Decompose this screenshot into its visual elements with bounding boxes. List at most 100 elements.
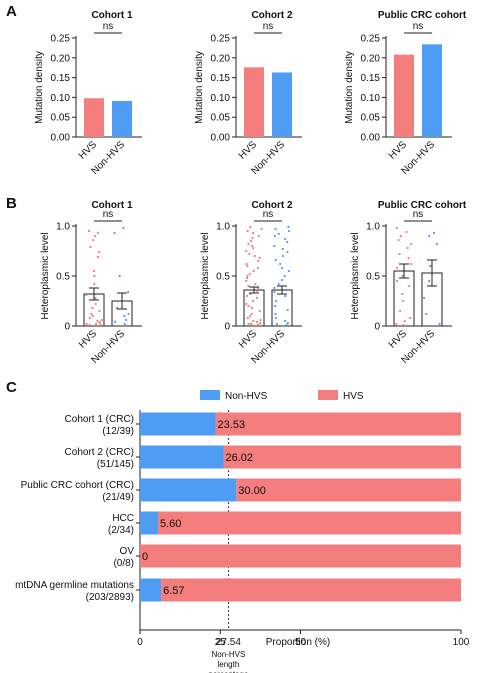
y-tick-label: 0.10 bbox=[361, 93, 381, 104]
reference-tick-label: 27.54 bbox=[216, 637, 241, 648]
data-point bbox=[245, 276, 249, 280]
data-point bbox=[273, 290, 276, 294]
bar-nonhvs bbox=[140, 412, 216, 436]
y-tick-label: 0.25 bbox=[211, 34, 231, 45]
data-point bbox=[281, 254, 285, 258]
bar-hvs bbox=[236, 478, 461, 502]
data-point bbox=[247, 242, 250, 246]
y-axis-label: Heteroplasmic level bbox=[350, 232, 361, 319]
data-point bbox=[402, 299, 405, 303]
value-label: 5.60 bbox=[160, 518, 181, 530]
x-tick-label: HVS bbox=[387, 139, 410, 162]
data-point bbox=[127, 312, 130, 316]
legend-swatch-hvs bbox=[318, 390, 338, 400]
bar-non-hvs bbox=[422, 44, 442, 137]
data-point bbox=[287, 225, 290, 229]
data-point bbox=[257, 234, 260, 238]
data-point bbox=[249, 239, 253, 243]
data-point bbox=[259, 318, 262, 322]
data-point bbox=[410, 262, 413, 266]
data-point bbox=[98, 321, 101, 325]
data-point bbox=[248, 314, 252, 318]
x-tick-label: 100 bbox=[453, 637, 470, 648]
data-point bbox=[248, 252, 251, 256]
value-label: 6.57 bbox=[163, 585, 184, 597]
y-tick-label: 0.20 bbox=[211, 53, 231, 64]
data-point bbox=[253, 254, 256, 258]
y-tick-label: 0.20 bbox=[361, 53, 381, 64]
reference-line-label: Non-HVS bbox=[212, 650, 246, 659]
y-axis-label: Heteroplasmic level bbox=[40, 232, 51, 319]
data-point bbox=[251, 323, 254, 327]
bar-nonhvs bbox=[140, 445, 224, 469]
significance-label: ns bbox=[413, 21, 424, 32]
chart-title: Cohort 2 bbox=[251, 200, 293, 211]
y-tick-label: 0.00 bbox=[51, 133, 71, 144]
reference-line-label: percentage bbox=[208, 670, 249, 673]
y-tick-label: 1.0 bbox=[366, 222, 380, 233]
category-label: Cohort 1 (CRC) bbox=[65, 414, 134, 425]
chart-title: Cohort 1 bbox=[91, 10, 133, 21]
data-point bbox=[247, 304, 250, 308]
data-point bbox=[91, 306, 94, 310]
data-point bbox=[246, 274, 249, 278]
data-point bbox=[284, 294, 287, 298]
data-point bbox=[98, 309, 101, 313]
data-point bbox=[258, 309, 261, 313]
y-tick-label: 0.25 bbox=[51, 34, 71, 45]
x-tick-label: 0 bbox=[137, 637, 143, 648]
data-point bbox=[274, 316, 278, 320]
data-point bbox=[258, 256, 261, 260]
data-point bbox=[91, 314, 94, 318]
category-count-label: (51/145) bbox=[97, 459, 134, 470]
data-point bbox=[246, 229, 249, 233]
data-point bbox=[273, 244, 276, 248]
data-point bbox=[93, 234, 97, 238]
y-tick-label: 0 bbox=[374, 322, 380, 333]
chart-title: Public CRC cohort bbox=[378, 200, 467, 211]
y-tick-label: 0.00 bbox=[361, 133, 381, 144]
y-tick-label: 0.05 bbox=[211, 113, 231, 124]
significance-label: ns bbox=[263, 209, 274, 220]
data-point bbox=[122, 226, 125, 230]
data-point bbox=[260, 227, 263, 231]
category-count-label: (2/34) bbox=[108, 525, 134, 536]
data-point bbox=[252, 319, 255, 323]
significance-label: ns bbox=[413, 209, 424, 220]
data-point bbox=[248, 272, 251, 276]
data-point bbox=[408, 284, 411, 288]
data-point bbox=[275, 322, 279, 326]
data-point bbox=[281, 247, 284, 251]
data-point bbox=[288, 229, 291, 233]
y-tick-label: 0.05 bbox=[51, 113, 71, 124]
y-tick-label: 0.10 bbox=[211, 93, 231, 104]
category-label: Cohort 2 (CRC) bbox=[65, 447, 134, 458]
y-tick-label: 1.0 bbox=[56, 222, 70, 233]
data-point bbox=[409, 242, 413, 246]
data-point bbox=[274, 227, 277, 231]
data-point bbox=[93, 274, 96, 278]
data-point bbox=[274, 312, 277, 316]
y-tick-label: 0.05 bbox=[361, 113, 381, 124]
y-tick-label: 0.15 bbox=[361, 73, 381, 84]
data-point bbox=[94, 296, 97, 300]
data-point bbox=[395, 322, 398, 326]
data-point bbox=[406, 246, 409, 250]
data-point bbox=[401, 274, 404, 278]
data-point bbox=[257, 259, 260, 263]
data-point bbox=[255, 296, 259, 300]
data-point bbox=[277, 282, 280, 286]
data-point bbox=[113, 231, 116, 235]
data-point bbox=[395, 279, 399, 283]
data-point bbox=[94, 302, 97, 306]
data-point bbox=[273, 234, 276, 238]
chart-title: Cohort 1 bbox=[91, 200, 133, 211]
data-point bbox=[99, 323, 103, 327]
bar-non-hvs bbox=[112, 100, 132, 137]
data-point bbox=[246, 294, 249, 298]
data-point bbox=[273, 304, 277, 308]
bar-hvs bbox=[394, 54, 414, 137]
panel-label-c: C bbox=[6, 379, 17, 396]
data-point bbox=[255, 320, 259, 324]
